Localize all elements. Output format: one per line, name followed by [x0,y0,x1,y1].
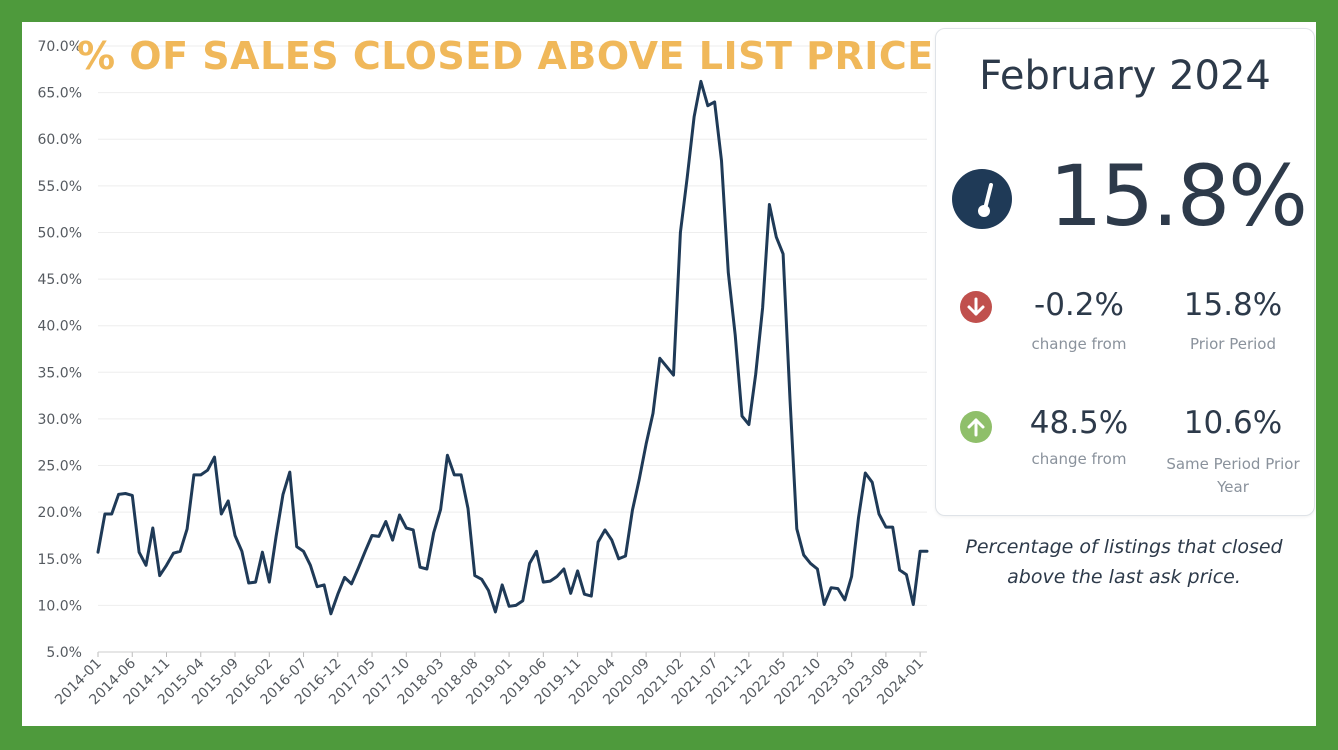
y-tick-label: 45.0% [38,272,82,288]
y-tick-label: 25.0% [38,459,82,475]
current-value: 15.8% [1049,147,1308,245]
chart-title: % OF SALES CLOSED ABOVE LIST PRICE [77,34,934,78]
stats-card: February 2024 15.8% -0.2% change from 15… [935,28,1315,516]
y-axis-ticks: 70.0% 65.0% 60.0% 55.0% 50.0% 45.0% 40.0% 35.0%… [38,39,82,661]
period-month: February 2024 [979,53,1271,99]
y-tick-label: 55.0% [38,179,82,195]
arrow-up-icon [960,411,992,443]
prior-year-label-line2: Year [1217,478,1249,496]
y-tick-label: 60.0% [38,132,82,148]
chart-frame: 70.0% 65.0% 60.0% 55.0% 50.0% 45.0% 40.0% 35.0%… [22,22,1316,726]
prior-year-change-label: change from [1031,450,1127,468]
y-tick-label: 35.0% [38,365,82,381]
caption-line-1: Percentage of listings that closed [965,536,1283,558]
prior-year-label: Same Period Prior Year [1158,453,1308,499]
line-chart: 70.0% 65.0% 60.0% 55.0% 50.0% 45.0% 40.0% 35.0%… [38,39,929,708]
grid-lines [98,45,927,653]
x-axis-ticks: 2014-012014-062014-112015-042015-092016-… [52,652,927,708]
caption-line-2: above the last ask price. [1007,566,1241,588]
y-tick-label: 40.0% [38,319,82,335]
prior-period-change-value: -0.2% [1034,287,1124,323]
y-tick-label: 30.0% [38,412,82,428]
y-tick-label: 65.0% [38,86,82,102]
prior-period-change-label: change from [1031,335,1127,353]
y-tick-label: 50.0% [38,225,82,241]
chart-caption: Percentage of listings that closed above… [935,532,1313,592]
prior-year-change-value: 48.5% [1029,405,1129,441]
series-line [96,79,929,616]
y-tick-label: 20.0% [38,505,82,521]
y-tick-label: 5.0% [46,645,82,661]
prior-period-label: Prior Period [1189,335,1276,353]
arrow-down-icon [960,291,992,323]
prior-year-value: 10.6% [1183,405,1283,441]
y-tick-label: 70.0% [38,39,82,55]
prior-period-value: 15.8% [1183,287,1283,323]
gauge-icon [952,169,1012,229]
y-tick-label: 15.0% [38,552,82,568]
prior-year-label-line1: Same Period Prior [1166,455,1300,473]
series-layer [96,79,929,616]
y-tick-label: 10.0% [38,598,82,614]
